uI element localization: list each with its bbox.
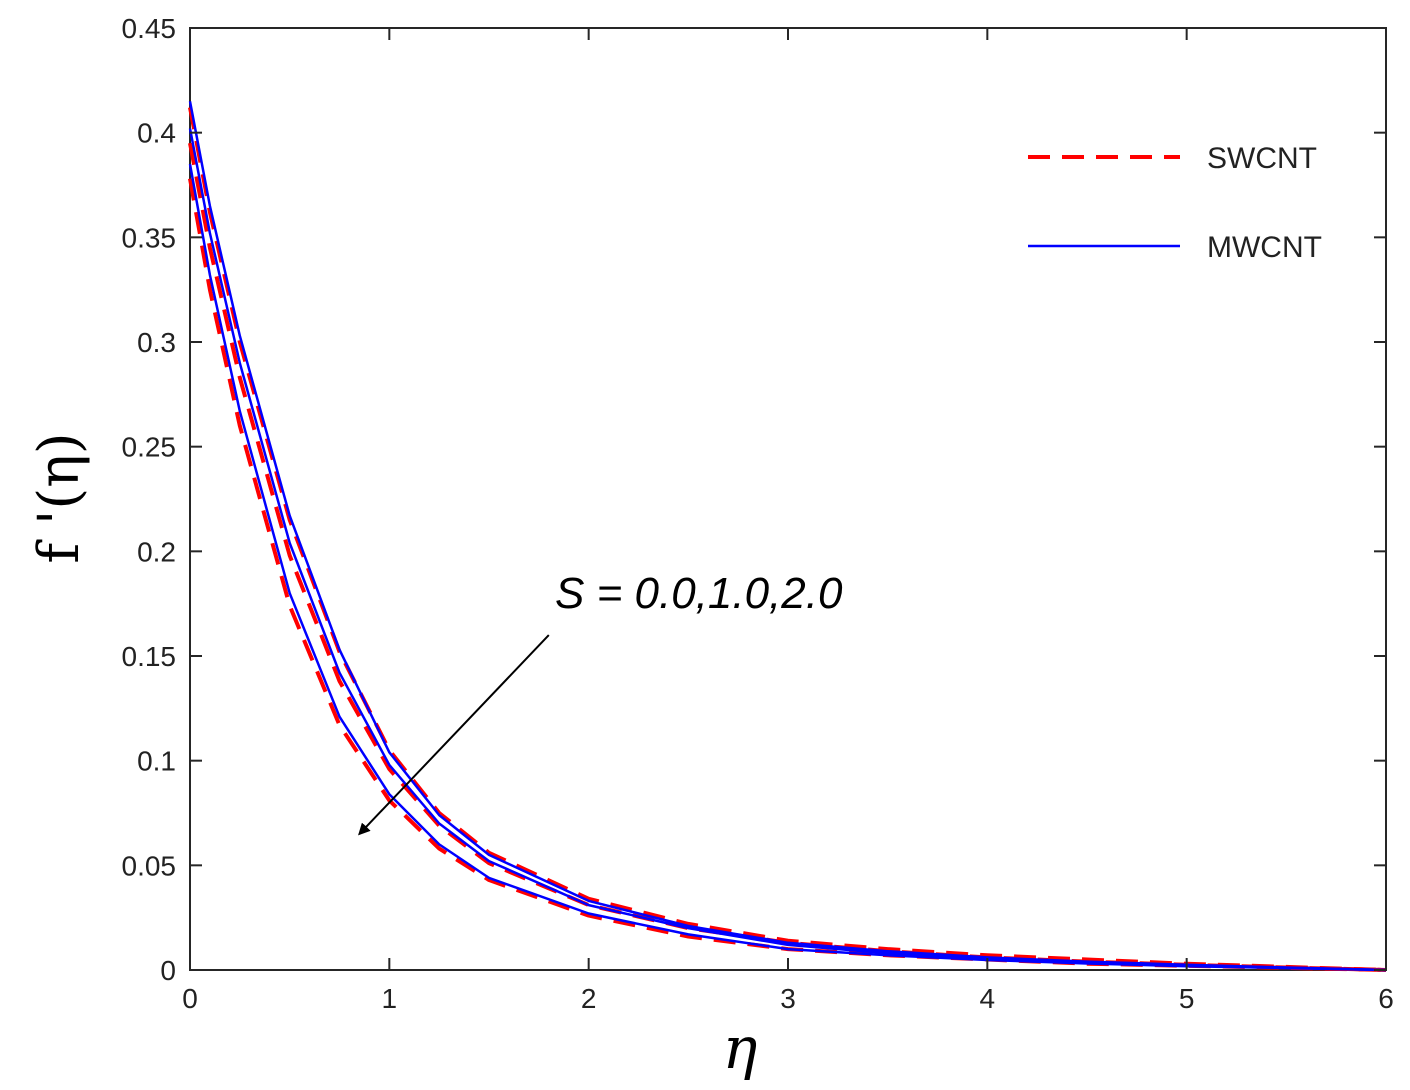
annotation-arrow [358, 634, 550, 836]
plot-frame [189, 27, 1387, 971]
annotation-layer: S = 0.0,1.0,2.0 [358, 569, 843, 836]
legend: SWCNT MWCNT [1028, 142, 1322, 264]
ticks-layer: 0 1 2 3 4 5 6 0 0.05 0.1 0.15 0.2 0.25 0.3 0.35 0.4 0.45 [122, 13, 1394, 1014]
y-tick-label: 0.25 [122, 432, 177, 463]
x-tick-label: 5 [1179, 983, 1195, 1014]
x-tick-label: 3 [780, 983, 796, 1014]
y-tick-label: 0.05 [122, 850, 177, 881]
x-tick-label: 2 [581, 983, 597, 1014]
y-tick-label: 0.1 [137, 746, 176, 777]
plot-area [189, 27, 1387, 971]
legend-label-mwcnt: MWCNT [1207, 231, 1322, 264]
series-line-swcnt-2 [188, 178, 1387, 972]
y-tick-label: 0.4 [137, 118, 176, 149]
x-tick-label: 1 [382, 983, 398, 1014]
y-axis-label: f '(η) [27, 432, 92, 563]
y-tick-label: 0 [160, 955, 176, 986]
series-line-mwcnt-2 [188, 163, 1387, 972]
series-layer [188, 101, 1387, 972]
y-tick-label: 0.2 [137, 536, 176, 567]
y-tick-label: 0.45 [122, 13, 177, 44]
x-tick-label: 6 [1378, 983, 1394, 1014]
y-tick-label: 0.35 [122, 222, 177, 253]
x-tick-label: 0 [182, 983, 198, 1014]
legend-label-swcnt: SWCNT [1207, 142, 1317, 175]
x-tick-label: 4 [980, 983, 996, 1014]
axis-labels: f '(η) η [27, 432, 758, 1082]
y-tick-label: 0.15 [122, 641, 177, 672]
y-tick-label: 0.3 [137, 327, 176, 358]
x-axis-label: η [723, 1014, 758, 1082]
annotation-text: S = 0.0,1.0,2.0 [555, 569, 843, 618]
